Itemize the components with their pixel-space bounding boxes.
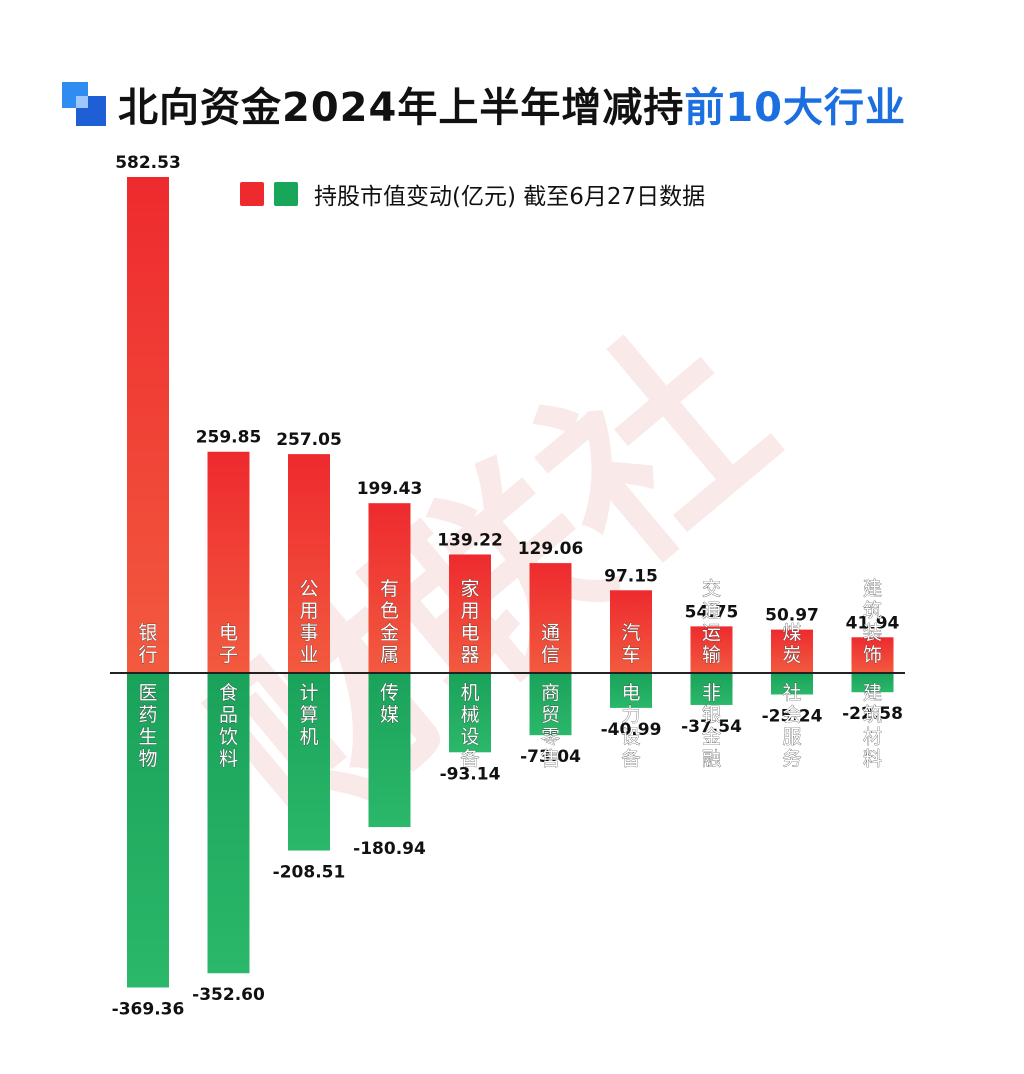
category-label-negative: 食品饮料 bbox=[219, 682, 238, 770]
bar-negative bbox=[207, 673, 250, 974]
category-label-positive: 家用电器 bbox=[460, 578, 479, 666]
bar-value-label: -352.60 bbox=[192, 985, 265, 1005]
bar-positive bbox=[449, 554, 491, 673]
category-label-negative: 医药生物 bbox=[138, 682, 157, 770]
bar-value-label: -73.04 bbox=[520, 747, 581, 767]
bar-value-label: -180.94 bbox=[353, 839, 426, 859]
category-label-positive: 建筑装饰 bbox=[863, 578, 882, 666]
legend-swatch-positive bbox=[240, 182, 264, 206]
bar-value-label: 257.05 bbox=[276, 430, 342, 450]
category-label-positive: 有色金属 bbox=[380, 578, 399, 666]
bar-positive bbox=[207, 451, 250, 673]
category-label-positive: 公用事业 bbox=[299, 578, 318, 666]
category-label-negative: 传媒 bbox=[380, 682, 399, 726]
bar-negative bbox=[851, 673, 894, 693]
category-label-negative: 商贸零售 bbox=[541, 682, 560, 770]
category-label-positive: 煤炭 bbox=[782, 622, 801, 666]
bar-positive bbox=[610, 590, 652, 673]
bar-value-label: 50.97 bbox=[765, 606, 819, 626]
bar-value-label: 129.06 bbox=[518, 539, 584, 559]
bar-positive bbox=[368, 503, 411, 673]
chart-title: 北向资金2024年上半年增减持前10大行业 bbox=[118, 75, 906, 133]
category-label-positive: 汽车 bbox=[621, 622, 640, 666]
bar-negative bbox=[127, 673, 169, 988]
category-label-negative: 计算机 bbox=[299, 682, 318, 748]
bar-value-label: 582.53 bbox=[115, 153, 181, 173]
bar-value-label: 54.75 bbox=[685, 602, 739, 622]
bar-value-label: -369.36 bbox=[112, 999, 185, 1019]
category-label-positive: 通信 bbox=[541, 622, 560, 666]
bar-negative bbox=[610, 673, 652, 708]
bar-negative bbox=[288, 673, 330, 851]
bar-positive bbox=[771, 629, 813, 673]
title-accent: 前10大行业 bbox=[684, 85, 906, 131]
bar-value-label: 41.94 bbox=[846, 613, 900, 633]
category-label-negative: 非银金融 bbox=[702, 682, 721, 770]
bar-value-label: 97.15 bbox=[604, 566, 658, 586]
bar-positive bbox=[127, 177, 169, 673]
category-label-negative: 建筑材料 bbox=[863, 682, 882, 770]
bar-negative bbox=[368, 673, 411, 828]
bar-value-label: -37.54 bbox=[681, 717, 742, 737]
category-label-positive: 电子 bbox=[219, 622, 238, 666]
bar-value-label: 139.22 bbox=[437, 530, 503, 550]
bar-negative bbox=[529, 673, 572, 736]
bar-positive bbox=[288, 454, 330, 673]
bar-value-label: 259.85 bbox=[196, 428, 262, 448]
bar-positive bbox=[529, 563, 572, 673]
legend-swatch-negative bbox=[274, 182, 298, 206]
bar-value-label: -93.14 bbox=[440, 764, 501, 784]
category-label-negative: 电力设备 bbox=[621, 682, 640, 770]
category-label-positive: 银行 bbox=[138, 622, 157, 666]
bar-positive bbox=[851, 637, 894, 673]
bar-negative bbox=[771, 673, 813, 695]
bar-value-label: 199.43 bbox=[357, 479, 423, 499]
brand-logo-icon bbox=[62, 82, 106, 126]
category-label-negative: 机械设备 bbox=[460, 682, 479, 770]
category-label-negative: 社会服务 bbox=[782, 682, 801, 770]
legend-text: 持股市值变动(亿元) 截至6月27日数据 bbox=[314, 184, 706, 210]
legend: 持股市值变动(亿元) 截至6月27日数据 bbox=[240, 177, 705, 211]
bar-negative bbox=[449, 673, 491, 753]
bar-value-label: -22.58 bbox=[842, 704, 903, 724]
title-bar: 北向资金2024年上半年增减持前10大行业 bbox=[62, 75, 906, 133]
bar-value-label: -25.24 bbox=[762, 706, 823, 726]
bar-positive bbox=[690, 626, 733, 673]
bar-negative bbox=[690, 673, 733, 705]
title-main: 北向资金2024年上半年增减持 bbox=[118, 85, 685, 131]
bar-value-label: -208.51 bbox=[273, 863, 346, 883]
bar-value-label: -40.99 bbox=[601, 720, 662, 740]
category-label-positive: 交通运输 bbox=[702, 578, 721, 666]
